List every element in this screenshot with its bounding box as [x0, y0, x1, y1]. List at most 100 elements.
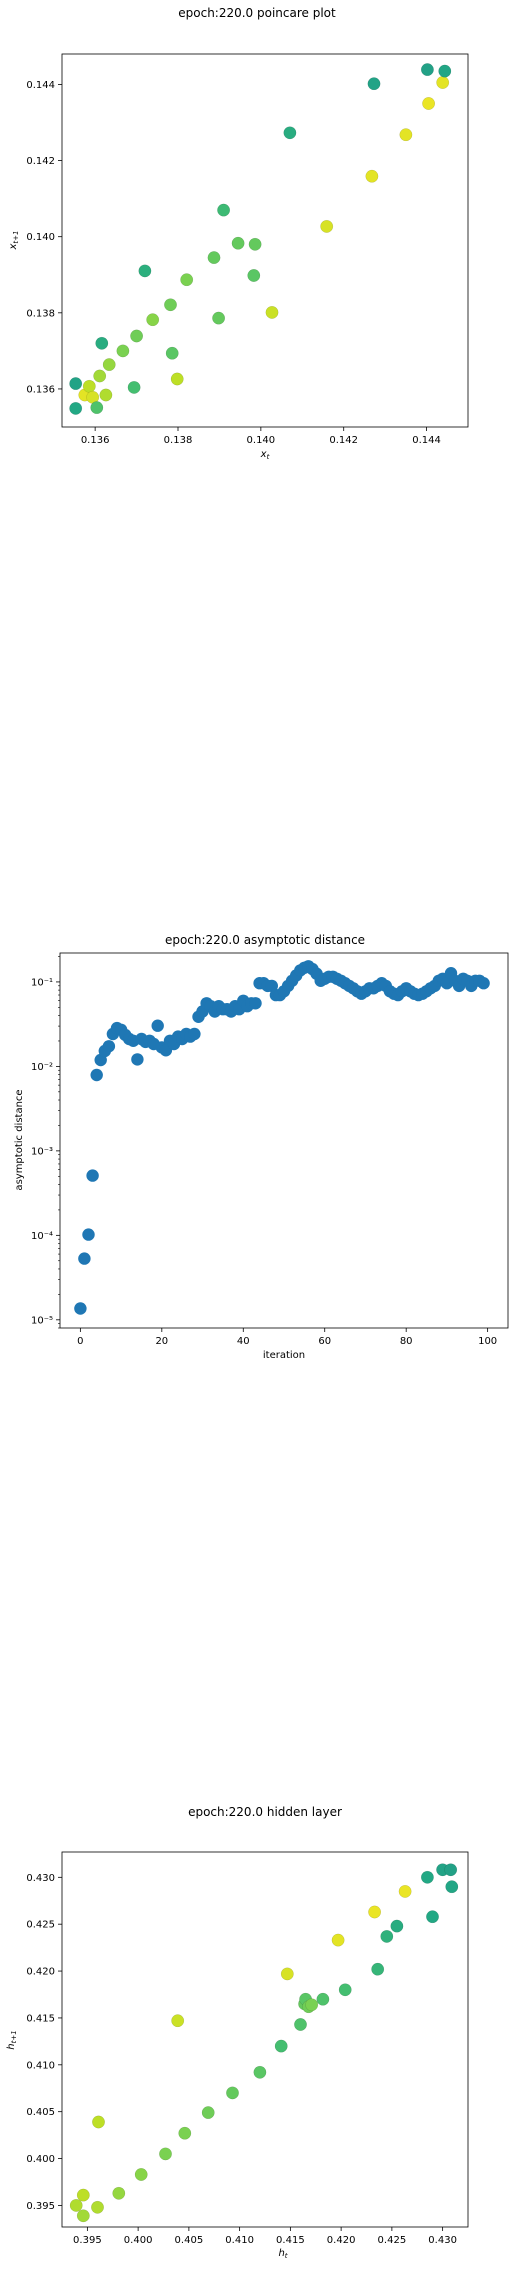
y-tick-label: 0.400	[26, 2154, 55, 2165]
y-tick-label: 10⁻⁴	[31, 1231, 53, 1242]
data-point	[90, 401, 104, 415]
x-tick-label: 100	[478, 1336, 497, 1347]
data-point	[69, 2198, 83, 2212]
x-axis-ticks: 0.136 0.138 0.140 0.142 0.144	[81, 427, 441, 446]
data-point	[188, 1027, 201, 1041]
data-point	[134, 2168, 148, 2181]
data-point	[151, 1019, 164, 1032]
x-tick-label: 0.430	[428, 2235, 457, 2246]
x-tick-label: 60	[318, 1336, 331, 1347]
data-point	[477, 977, 490, 990]
x-tick-label: 40	[237, 1336, 250, 1347]
data-point	[159, 2147, 172, 2161]
data-point	[320, 219, 334, 233]
y-tick-label: 0.144	[26, 80, 55, 91]
data-point	[438, 64, 452, 78]
data-point	[180, 273, 194, 287]
data-point	[102, 1040, 116, 1053]
data-point	[164, 298, 177, 312]
data-point	[247, 269, 261, 282]
data-point	[399, 128, 413, 142]
y-axis-ticks: 0.395 0.400 0.405 0.410 0.415 0.420 0.425 0.430	[26, 1873, 62, 2212]
data-point	[165, 346, 179, 360]
y-axis-ticks: 10⁻⁵ 10⁻⁴ 10⁻³ 10⁻² 10⁻¹	[31, 956, 60, 1329]
x-tick-label: 80	[400, 1336, 413, 1347]
data-point	[178, 2126, 192, 2140]
y-tick-label: 0.136	[26, 384, 55, 395]
data-point	[274, 2039, 288, 2053]
data-point	[217, 203, 231, 217]
data-point	[90, 1068, 103, 1082]
y-tick-label: 0.140	[26, 232, 55, 243]
data-point	[112, 2186, 126, 2200]
x-tick-label: 0.138	[164, 435, 193, 446]
x-axis-ticks: 0.395 0.400 0.405 0.410 0.415 0.420 0.425 0.430	[73, 2227, 457, 2246]
x-axis-label: ht	[278, 2248, 287, 2260]
data-point	[99, 388, 113, 402]
data-point	[171, 2014, 185, 2028]
x-tick-label: 0.136	[81, 435, 110, 446]
data-point	[127, 380, 141, 394]
data-point	[420, 1870, 434, 1884]
data-point	[436, 76, 450, 89]
y-tick-label: 0.430	[26, 1873, 55, 1884]
data-point	[265, 305, 279, 319]
x-axis-label: xt	[260, 449, 270, 461]
scatter-points	[69, 1863, 459, 2223]
chart-title: epoch:220.0 hidden layer	[188, 1805, 342, 1819]
y-tick-label: 0.410	[26, 2060, 55, 2071]
data-point	[74, 1302, 87, 1315]
plot-frame	[61, 53, 469, 428]
data-point	[390, 1919, 404, 1933]
poincare-plot-chart: epoch:220.0 poincare plot 0.136 0.138 0.14…	[8, 6, 469, 461]
data-point	[367, 77, 381, 91]
y-tick-label: 10⁻⁵	[31, 1315, 53, 1326]
data-point	[445, 1880, 459, 1894]
data-point	[82, 379, 96, 393]
data-point	[426, 1910, 439, 1924]
y-tick-label: 0.420	[26, 1967, 55, 1978]
data-point	[371, 1962, 385, 1976]
y-tick-label: 0.425	[26, 1920, 55, 1931]
plot-frame	[59, 952, 509, 1329]
data-point	[130, 329, 144, 343]
y-axis-label: ht+1	[6, 2030, 18, 2049]
data-point	[280, 1967, 294, 1981]
data-point	[316, 1992, 330, 2006]
y-axis-label: xt+1	[8, 231, 20, 251]
data-point	[76, 2209, 90, 2223]
y-tick-label: 0.138	[26, 308, 55, 319]
x-tick-label: 0.395	[73, 2235, 102, 2246]
y-axis-label: asymptotic distance	[14, 1089, 25, 1190]
data-point	[131, 1053, 144, 1066]
data-point	[138, 264, 152, 278]
data-point	[201, 2106, 215, 2120]
data-point	[294, 2018, 307, 2031]
y-tick-label: 10⁻²	[31, 1062, 53, 1073]
data-point	[368, 1905, 382, 1919]
data-point	[102, 358, 116, 372]
data-point	[398, 1884, 412, 1898]
y-tick-label: 10⁻³	[31, 1146, 53, 1157]
data-point	[86, 1169, 99, 1182]
data-point	[422, 97, 436, 110]
data-point	[95, 336, 109, 350]
data-point	[69, 401, 83, 415]
x-tick-label: 0	[77, 1336, 83, 1347]
data-point	[444, 1863, 458, 1877]
data-point	[91, 2200, 104, 2214]
x-tick-label: 0.144	[412, 435, 441, 446]
data-point	[226, 2086, 239, 2100]
data-point	[231, 236, 245, 250]
data-point	[331, 1933, 345, 1947]
hidden-layer-chart: epoch:220.0 hidden layer 0.395 0.400 0.405…	[6, 1805, 469, 2260]
asymptotic-distance-chart: epoch:220.0 asymptotic distance 0 20 40 60 8…	[14, 933, 509, 1361]
data-point	[249, 997, 262, 1010]
data-point	[212, 311, 226, 325]
chart-title: epoch:220.0 poincare plot	[178, 6, 336, 20]
x-tick-label: 0.400	[124, 2235, 153, 2246]
y-tick-label: 0.395	[26, 2201, 55, 2212]
y-tick-label: 0.415	[26, 2013, 55, 2024]
scatter-points	[69, 63, 452, 415]
x-axis-ticks: 0 20 40 60 80 100	[77, 1328, 497, 1347]
